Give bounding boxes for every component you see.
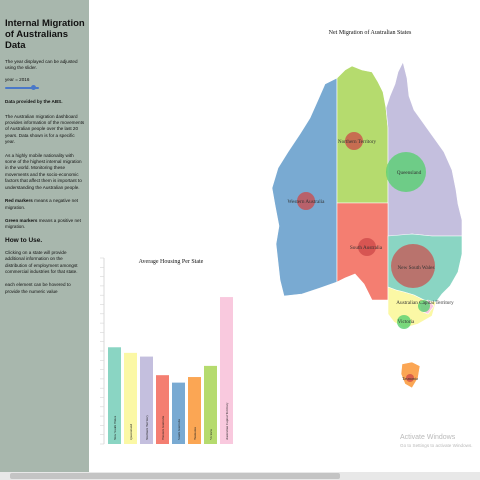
bar-queensland[interactable]	[124, 352, 137, 444]
migration-marker-northern-territory[interactable]	[345, 132, 363, 150]
bar-category-label: New South Wales	[113, 415, 117, 440]
scrollbar-thumb[interactable]	[10, 473, 340, 479]
horizontal-scrollbar[interactable]	[0, 472, 480, 480]
state-label-western-australia: Western Australia	[288, 199, 326, 205]
slider-track[interactable]	[5, 87, 39, 90]
how-to-use-text: each element can be hovered to provide t…	[5, 282, 71, 294]
map-title: Net Migration of Australian States	[329, 29, 412, 36]
page-title: Internal Migration of Australians Data	[5, 18, 85, 51]
migration-marker-victoria[interactable]	[397, 315, 411, 329]
bar-category-label: Australian Capital Territory	[225, 402, 229, 440]
migration-marker-south-australia[interactable]	[358, 238, 376, 256]
green-marker-label: Green markers	[5, 217, 38, 223]
chart-title: Average Housing Per State	[139, 259, 204, 265]
state-label-act: Australian Capital Territory	[396, 300, 454, 306]
watermark-title: Activate Windows	[400, 434, 456, 441]
data-source-text: Data provided by the ABS.	[5, 99, 63, 105]
state-western-australia[interactable]	[271, 77, 338, 297]
red-marker-label: Red markers	[5, 198, 33, 204]
state-label-new-south-wales: New South Wales	[398, 265, 435, 271]
slider-thumb[interactable]	[31, 85, 37, 91]
green-marker-description: means a positive net migration.	[5, 217, 81, 230]
state-label-tasmania: Tasmania	[402, 376, 418, 381]
activate-windows-watermark: Activate Windows Go to Settings to activ…	[400, 434, 473, 448]
migration-marker-queensland[interactable]	[386, 152, 426, 192]
info-sidebar: Internal Migration of Australians Data T…	[0, 0, 89, 472]
bar-category-label: Victoria	[209, 429, 213, 440]
bar-category-label: Northern Territory	[145, 415, 149, 440]
red-marker-legend: Red markers means a negative net migrati…	[5, 198, 85, 211]
how-to-use-text: Clicking on a state will provide additio…	[5, 249, 78, 274]
migration-marker-act[interactable]	[418, 300, 430, 312]
description-paragraph: The Australian migration dashboard provi…	[5, 113, 85, 145]
bar-category-label: Western Australia	[161, 415, 165, 440]
migration-marker-western-australia[interactable]	[297, 192, 315, 210]
description-paragraph: As a highly mobile nationality with some…	[5, 152, 82, 190]
bar-category-label: Queensland	[129, 424, 133, 440]
bar-new-south-wales[interactable]	[108, 347, 121, 444]
bar-south-australia[interactable]	[172, 382, 185, 444]
bar-australian-capital-territory[interactable]	[220, 297, 233, 444]
bar-victoria[interactable]	[204, 365, 217, 444]
migration-marker-tasmania[interactable]	[406, 374, 414, 382]
bar-tasmania[interactable]	[188, 377, 201, 444]
bar-western-australia[interactable]	[156, 375, 169, 444]
intro-text: The year displayed can be adjusted using…	[5, 59, 78, 71]
state-label-queensland: Queensland	[397, 170, 422, 176]
bar-category-label: South Australia	[177, 419, 181, 440]
state-label-victoria: Victoria	[398, 319, 415, 325]
bar-category-label: Tasmania	[193, 427, 197, 440]
year-label: year = 2016	[5, 76, 30, 82]
how-to-use-heading: How to Use.	[5, 236, 43, 244]
red-marker-description: means a negative net migration.	[5, 198, 79, 210]
state-label-south-australia: South Australia	[350, 245, 383, 251]
migration-marker-new-south-wales[interactable]	[391, 244, 435, 288]
year-slider[interactable]	[5, 85, 39, 91]
state-label-northern-territory: Northern Territory	[338, 139, 377, 145]
bar-northern-territory[interactable]	[140, 356, 153, 444]
green-marker-legend: Green markers means a positive net migra…	[5, 218, 85, 231]
watermark-subtitle: Go to Settings to activate Windows.	[400, 443, 473, 448]
